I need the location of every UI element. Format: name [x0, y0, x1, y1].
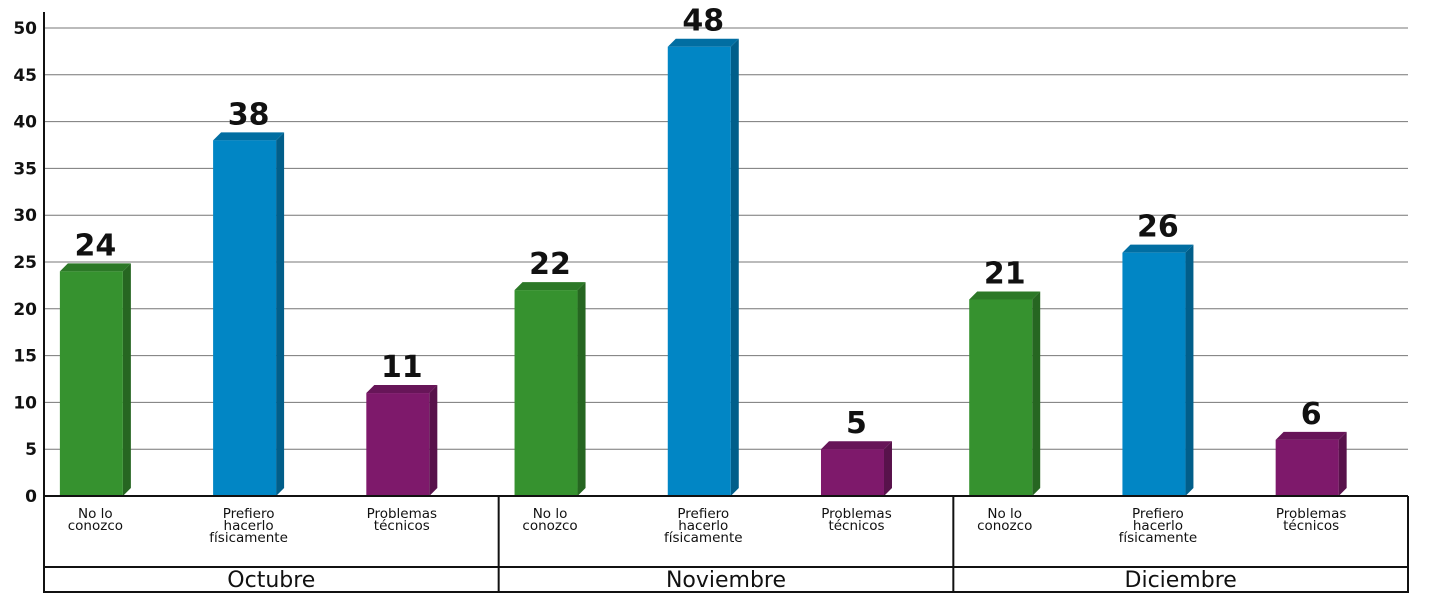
- bar-front: [1275, 439, 1339, 496]
- category-label-line: técnicos: [374, 518, 430, 534]
- bar-value-label: 48: [682, 4, 724, 39]
- category-label-line: No lo: [78, 506, 113, 522]
- category-label: Prefiero hacerlo físicamente: [664, 506, 743, 546]
- bar-side: [429, 385, 438, 496]
- group-label: Octubre: [227, 568, 315, 593]
- category-label: No lo conozco: [977, 506, 1032, 534]
- category-label-line: físicamente: [209, 530, 288, 546]
- bar-top: [213, 132, 285, 141]
- y-tick-label: 40: [13, 113, 37, 133]
- bar-front: [59, 271, 123, 496]
- bar-value-label: 11: [381, 350, 423, 385]
- bar: [213, 132, 285, 496]
- bar-front: [969, 299, 1033, 496]
- bar-top: [1122, 244, 1194, 253]
- category-label-line: Prefiero: [677, 506, 729, 522]
- category-label-line: técnicos: [828, 518, 884, 534]
- category-label-line: Problemas: [1276, 506, 1347, 522]
- y-tick-label: 0: [25, 487, 37, 507]
- y-tick-label: 30: [13, 206, 37, 226]
- bar: [1275, 431, 1347, 496]
- bar-front: [1122, 252, 1186, 496]
- category-label-line: técnicos: [1283, 518, 1339, 534]
- bar-top: [969, 291, 1041, 300]
- y-axis: 0 5 10 15 20 25 30 35 40 45 50: [13, 12, 45, 507]
- bar-side: [1338, 431, 1347, 496]
- category-label-line: Prefiero: [223, 506, 275, 522]
- category-label: Prefiero hacerlo físicamente: [209, 506, 288, 546]
- bar: [820, 441, 892, 496]
- bar: [59, 263, 131, 496]
- bar-front: [366, 393, 430, 496]
- y-tick-label: 35: [13, 159, 37, 179]
- group-label: Diciembre: [1125, 568, 1237, 593]
- bar-side: [1032, 291, 1041, 496]
- group-label: Noviembre: [666, 568, 786, 593]
- category-label-line: físicamente: [664, 530, 743, 546]
- category-label: Problemas técnicos: [821, 506, 892, 534]
- category-label-line: No lo: [533, 506, 568, 522]
- bar-top: [1275, 431, 1347, 440]
- category-label: Prefiero hacerlo físicamente: [1119, 506, 1198, 546]
- bar-value-label: 21: [984, 256, 1026, 291]
- bar-front: [213, 140, 277, 496]
- category-label-line: conozco: [977, 518, 1032, 534]
- bar: [1122, 244, 1194, 496]
- bars: 24 38 11 22 48 5 21 26 6: [59, 4, 1347, 496]
- bar-value-label: 38: [228, 97, 270, 132]
- bar: [667, 38, 739, 496]
- bar-value-label: 22: [529, 247, 571, 282]
- bar-side: [730, 38, 739, 496]
- bar-value-label: 5: [846, 406, 867, 441]
- category-label: No lo conozco: [68, 506, 123, 534]
- bar-front: [667, 46, 731, 496]
- y-tick-label: 15: [13, 347, 37, 367]
- y-tick-label: 10: [13, 393, 37, 413]
- category-label-line: hacerlo: [224, 518, 274, 534]
- y-tick-label: 5: [25, 440, 37, 460]
- bar-side: [577, 282, 586, 496]
- category-label-line: Problemas: [821, 506, 892, 522]
- bar-top: [514, 282, 586, 291]
- bar-value-label: 6: [1301, 397, 1322, 432]
- category-label-line: conozco: [68, 518, 123, 534]
- category-label-line: hacerlo: [678, 518, 728, 534]
- bar-side: [276, 132, 285, 496]
- bar-front: [514, 290, 578, 496]
- bar-side: [883, 441, 892, 496]
- category-label-line: No lo: [987, 506, 1022, 522]
- bar-value-label: 26: [1137, 210, 1179, 245]
- category-label-line: físicamente: [1119, 530, 1198, 546]
- bar-top: [366, 385, 438, 394]
- bar: [514, 282, 586, 496]
- y-tick-label: 25: [13, 253, 37, 273]
- y-tick-label: 20: [13, 300, 37, 320]
- bar: [366, 385, 438, 496]
- category-label: Problemas técnicos: [1276, 506, 1347, 534]
- bar: [969, 291, 1041, 496]
- bar-value-label: 24: [75, 228, 117, 263]
- category-label-line: conozco: [522, 518, 577, 534]
- category-label-line: Problemas: [367, 506, 438, 522]
- bar-side: [122, 263, 131, 496]
- category-label-line: Prefiero: [1132, 506, 1184, 522]
- bar-top: [820, 441, 892, 450]
- bar-top: [667, 38, 739, 47]
- bar-side: [1185, 244, 1194, 496]
- bar-top: [59, 263, 131, 272]
- category-label-line: hacerlo: [1133, 518, 1183, 534]
- y-tick-label: 50: [13, 19, 37, 39]
- category-label: Problemas técnicos: [367, 506, 438, 534]
- y-tick-label: 45: [13, 66, 37, 86]
- bar-front: [820, 449, 884, 496]
- category-label: No lo conozco: [522, 506, 577, 534]
